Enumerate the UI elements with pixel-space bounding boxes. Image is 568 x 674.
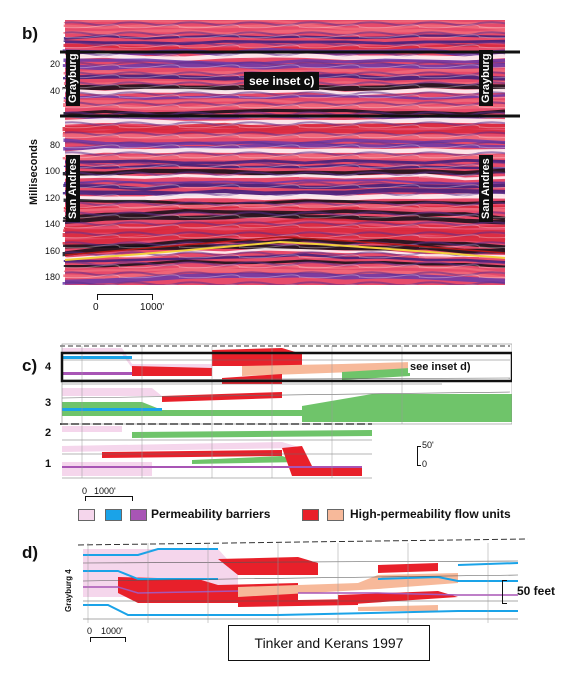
vertical-scale-c-zero: 0: [422, 459, 428, 469]
grayburg-right-label: Grayburg: [479, 50, 493, 106]
san-andres-left-label: San Andres: [66, 155, 80, 222]
legend-swatch-peach: [327, 509, 344, 521]
legend-swatch-pink: [78, 509, 95, 521]
y-axis-title: Milliseconds: [28, 138, 40, 205]
scale-bar-b: [97, 294, 153, 300]
see-inset-c-label: see inset c): [244, 72, 320, 90]
scale-start-b: 0: [93, 302, 99, 313]
y-tick: 160: [44, 246, 60, 256]
y-tick: 80: [49, 140, 60, 150]
vertical-scale-d-label: 50 feet: [517, 584, 556, 598]
panel-d-letter: d): [22, 543, 39, 562]
inset-d-cross-section: [78, 538, 528, 623]
seismic-section: [60, 20, 520, 285]
y-tick: 40: [49, 86, 60, 96]
vertical-scale-d: [502, 580, 507, 604]
y-tick: 140: [44, 219, 60, 229]
scale-end-c: 1000': [94, 486, 116, 496]
layer-label-1: 1: [45, 458, 52, 470]
y-tick: 120: [44, 193, 60, 203]
scale-start-c: 0: [82, 486, 88, 496]
panel-c-letter: c): [22, 356, 38, 375]
y-tick: 20: [49, 59, 60, 69]
scale-end-d: 1000': [101, 626, 123, 636]
panel-b-letter: b): [22, 24, 39, 43]
san-andres-right-label: San Andres: [479, 155, 493, 222]
vertical-scale-c-top: 50': [422, 440, 434, 450]
scale-bar-c: [85, 496, 133, 501]
legend-swatch-blue: [105, 509, 122, 521]
legend-permeability-barriers: Permeability barriers: [151, 507, 271, 521]
scale-start-d: 0: [87, 626, 93, 636]
y-tick: 180: [44, 272, 60, 282]
scale-bar-d: [90, 637, 126, 642]
grayburg-left-label: Grayburg: [66, 50, 80, 106]
legend-swatch-purple: [130, 509, 147, 521]
scale-end-b: 1000': [140, 302, 165, 313]
y-tick: 100: [44, 166, 60, 176]
see-inset-d-label: see inset d): [408, 361, 473, 373]
stratigraphic-cross-section: [60, 343, 512, 479]
grayburg-4-label: Grayburg 4: [64, 569, 73, 612]
vertical-scale-c: [417, 446, 421, 466]
layer-label-2: 2: [45, 427, 52, 439]
legend-flow-units: High-permeability flow units: [350, 507, 511, 521]
legend-swatch-red: [302, 509, 319, 521]
layer-label-4: 4: [45, 361, 52, 373]
citation-box: Tinker and Kerans 1997: [228, 625, 430, 661]
layer-label-3: 3: [45, 397, 52, 409]
